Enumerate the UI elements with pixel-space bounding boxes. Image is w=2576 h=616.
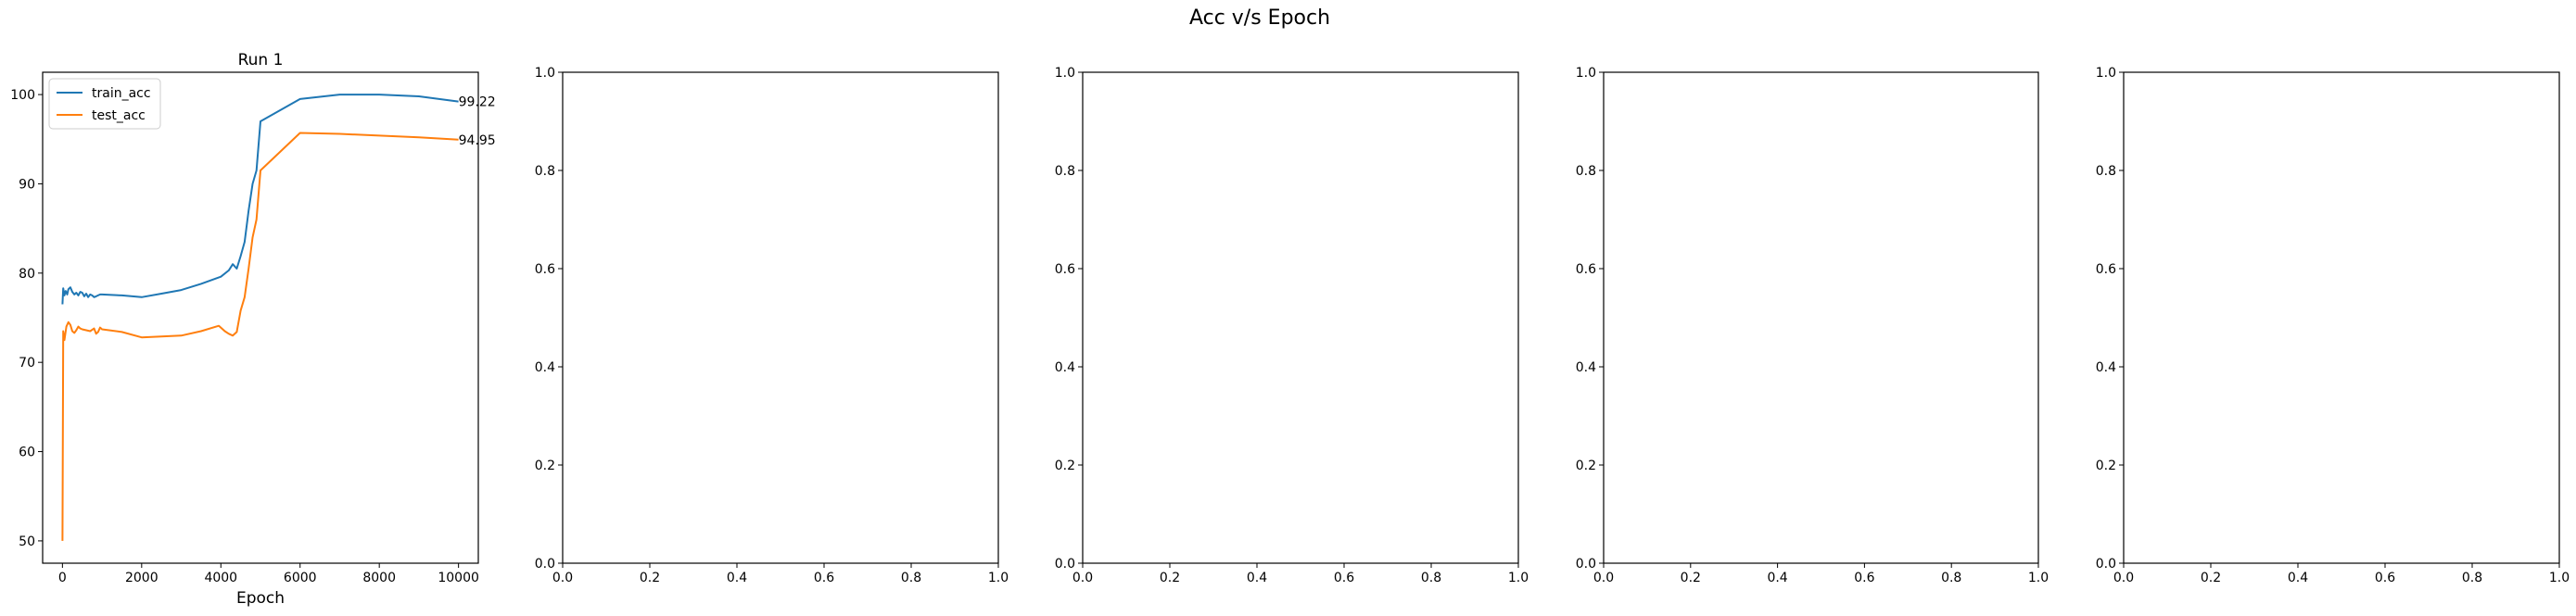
axes-frame xyxy=(1082,71,1519,564)
x-tick-label: 0.6 xyxy=(1854,571,1874,585)
legend-label: test_acc xyxy=(92,108,146,123)
y-tick-label: 0.2 xyxy=(1055,459,1075,473)
x-axis-label: Epoch xyxy=(236,589,285,608)
y-tick-label: 0.2 xyxy=(1576,459,1596,473)
series-line-train_acc xyxy=(61,94,459,305)
x-tick-label: 1.0 xyxy=(2028,571,2049,585)
y-tick-label: 0.8 xyxy=(535,164,555,179)
x-tick-label: 0.0 xyxy=(1593,571,1614,585)
y-tick-label: 0.6 xyxy=(1576,262,1596,277)
y-tick-label: 70 xyxy=(19,356,35,371)
plot-5: 0.0 0.2 0.4 0.6 0.8 1.0 0.0 0.2 0.4 0.6 0.8 1.0 xyxy=(2096,66,2570,585)
y-tick-label: 60 xyxy=(19,446,35,460)
x-tick-label: 0.2 xyxy=(1681,571,1701,585)
x-tick-label: 4000 xyxy=(204,571,237,585)
x-tick-label: 0.8 xyxy=(1421,571,1441,585)
y-tick-label: 0.0 xyxy=(1055,557,1075,572)
axes-frame xyxy=(42,71,479,564)
x-tick-label: 0.6 xyxy=(2375,571,2395,585)
plot-3: 0.0 0.2 0.4 0.6 0.8 1.0 0.0 0.2 0.4 0.6 0.8 1.0 xyxy=(1055,66,1529,585)
y-tick-label: 1.0 xyxy=(2096,66,2116,81)
x-tick-label: 6000 xyxy=(284,571,317,585)
axes-frame xyxy=(562,71,999,564)
end-value-label: 94.95 xyxy=(459,133,496,148)
y-tick-label: 0.4 xyxy=(535,360,555,375)
y-tick-label: 0.4 xyxy=(2096,360,2116,375)
x-tick-label: 0.0 xyxy=(552,571,573,585)
y-tick-label: 0.0 xyxy=(2096,557,2116,572)
x-tick-label: 10000 xyxy=(438,571,479,585)
x-tick-label: 0.4 xyxy=(1767,571,1787,585)
y-tick-label: 1.0 xyxy=(1576,66,1596,81)
y-tick-label: 100 xyxy=(10,88,35,103)
y-tick-label: 0.0 xyxy=(535,557,555,572)
x-tick-label: 2000 xyxy=(125,571,159,585)
y-tick-label: 0.8 xyxy=(1055,164,1075,179)
y-tick-label: 0.6 xyxy=(535,262,555,277)
axes-frame xyxy=(1603,71,2039,564)
x-tick-label: 0.6 xyxy=(1334,571,1354,585)
series-line-test_acc xyxy=(61,132,459,541)
x-tick-label: 0.8 xyxy=(2462,571,2482,585)
x-tick-label: 0.4 xyxy=(2288,571,2308,585)
x-tick-label: 0.2 xyxy=(1160,571,1180,585)
x-tick-label: 1.0 xyxy=(2549,571,2570,585)
y-tick-label: 1.0 xyxy=(535,66,555,81)
x-tick-label: 0.4 xyxy=(1247,571,1267,585)
x-tick-label: 1.0 xyxy=(1508,571,1529,585)
y-tick-label: 0.2 xyxy=(2096,459,2116,473)
y-tick-label: 0.6 xyxy=(2096,262,2116,277)
y-tick-label: 0.2 xyxy=(535,459,555,473)
legend-label: train_acc xyxy=(92,86,151,101)
axes-frame xyxy=(2123,71,2560,564)
y-tick-label: 0.0 xyxy=(1576,557,1596,572)
y-tick-label: 1.0 xyxy=(1055,66,1075,81)
y-tick-label: 50 xyxy=(19,534,35,549)
x-tick-label: 0 xyxy=(58,571,67,585)
x-tick-label: 8000 xyxy=(362,571,396,585)
x-tick-label: 0.6 xyxy=(814,571,834,585)
x-tick-label: 0.0 xyxy=(1072,571,1093,585)
y-tick-label: 80 xyxy=(19,267,35,282)
y-tick-label: 0.8 xyxy=(2096,164,2116,179)
end-value-label: 99.22 xyxy=(459,95,496,110)
y-tick-label: 0.4 xyxy=(1576,360,1596,375)
x-tick-label: 0.2 xyxy=(640,571,660,585)
legend-box xyxy=(48,78,161,130)
x-tick-label: 0.4 xyxy=(727,571,747,585)
y-tick-label: 0.8 xyxy=(1576,164,1596,179)
y-tick-label: 0.6 xyxy=(1055,262,1075,277)
x-tick-label: 0.8 xyxy=(901,571,921,585)
x-tick-label: 0.2 xyxy=(2201,571,2221,585)
y-tick-label: 0.4 xyxy=(1055,360,1075,375)
plot-4: 0.0 0.2 0.4 0.6 0.8 1.0 0.0 0.2 0.4 0.6 0.8 1.0 xyxy=(1576,66,2049,585)
x-tick-label: 0.8 xyxy=(1941,571,1961,585)
x-tick-label: 1.0 xyxy=(988,571,1009,585)
x-tick-label: 0.0 xyxy=(2113,571,2134,585)
plot-2: 0.0 0.2 0.4 0.6 0.8 1.0 0.0 0.2 0.4 0.6 0.8 1.0 xyxy=(535,66,1009,585)
y-tick-label: 90 xyxy=(19,177,35,192)
plot-1: 0 2000 4000 6000 8000 10000 50 60 70 80 90 100 Run 1… xyxy=(10,51,495,608)
figure-title: Acc v/s Epoch xyxy=(1189,6,1330,30)
plot-title: Run 1 xyxy=(238,51,284,69)
